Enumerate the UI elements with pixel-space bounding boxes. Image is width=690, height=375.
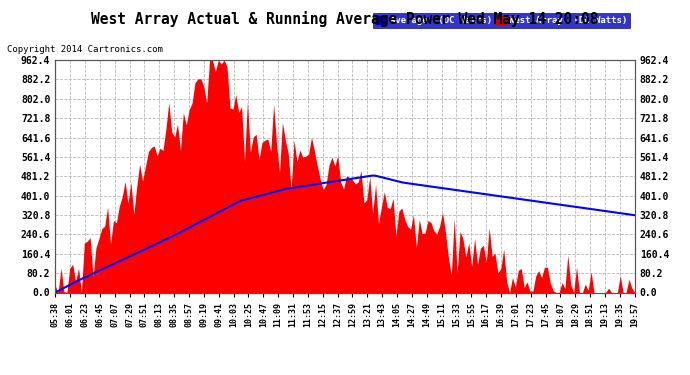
Text: West Array Actual & Running Average Power Wed May 14 20:08: West Array Actual & Running Average Powe…: [91, 11, 599, 27]
Text: Copyright 2014 Cartronics.com: Copyright 2014 Cartronics.com: [7, 45, 163, 54]
Legend: Average  (DC Watts), West Array  (DC Watts): Average (DC Watts), West Array (DC Watts…: [373, 13, 630, 28]
